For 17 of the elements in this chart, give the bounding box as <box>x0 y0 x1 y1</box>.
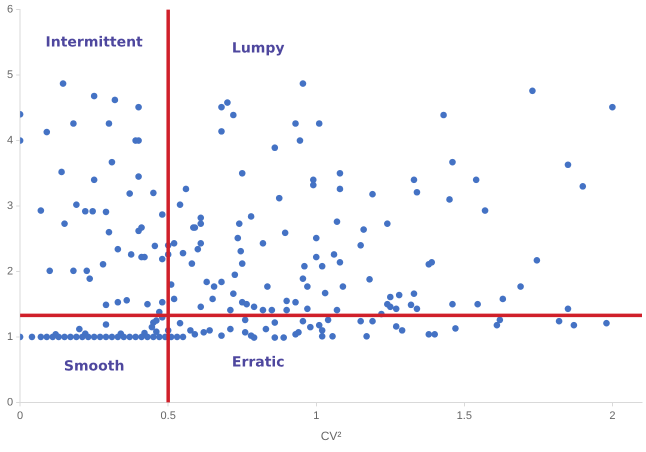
y-tick-label: 5 <box>6 69 14 82</box>
y-tick-label: 6 <box>6 4 14 16</box>
y-tick-label: 0 <box>6 396 14 408</box>
x-tick-label: 0 <box>17 410 24 422</box>
x-tick-label: 0.5 <box>160 410 176 422</box>
x-tick-label: 2 <box>609 410 616 422</box>
x-axis-title: CV² <box>320 429 342 444</box>
annotation: Lumpy <box>232 40 285 57</box>
y-tick-label: 3 <box>6 200 14 212</box>
x-tick-label: 1 <box>313 410 320 422</box>
y-tick-label: 1 <box>6 330 14 343</box>
x-tick-label: 1.5 <box>456 410 472 422</box>
annotation: Smooth <box>64 358 124 375</box>
y-tick-label: 4 <box>6 134 14 147</box>
annotation: Erratic <box>232 354 285 371</box>
y-tick-label: 2 <box>6 266 14 278</box>
annotation: Intermittent <box>46 34 144 51</box>
